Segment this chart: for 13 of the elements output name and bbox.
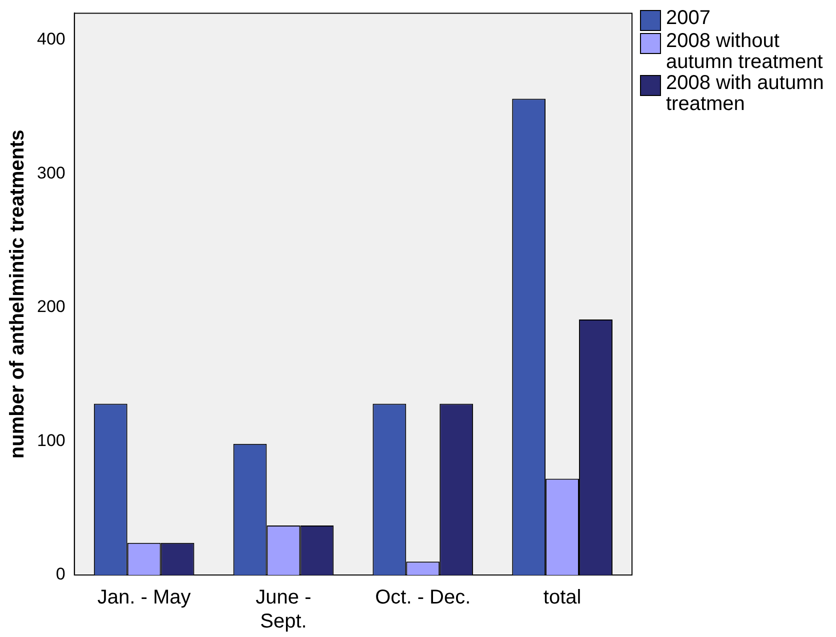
y-tick-label: 100 <box>36 430 66 450</box>
y-tick-label: 0 <box>56 564 66 584</box>
x-tick-label: Jan. - May <box>97 586 191 609</box>
x-tick-label: June - Sept. <box>256 586 312 633</box>
y-tick-label: 300 <box>36 163 66 182</box>
y-tick-label: 400 <box>36 30 66 49</box>
y-axis-title: number of anthelmintic treatments <box>6 130 29 459</box>
y-tick-label: 200 <box>36 297 66 316</box>
x-tick-label: Oct. - Dec. <box>375 586 471 609</box>
legend-label: 2008 without autumn treatment <box>666 30 824 73</box>
legend-label: 2007 <box>666 7 710 29</box>
legend-label: 2008 with autumn treatmen <box>666 72 825 115</box>
x-tick-label: total <box>543 586 582 609</box>
